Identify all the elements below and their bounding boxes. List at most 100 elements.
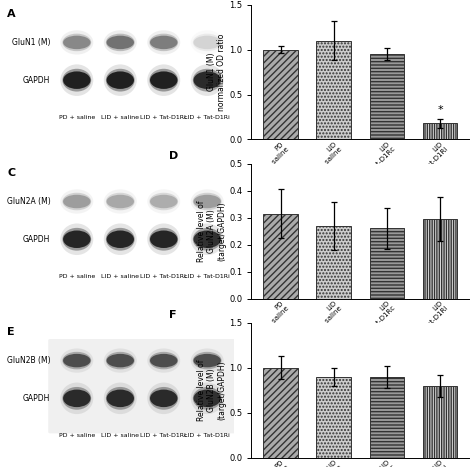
- Text: LID + Tat-D1Rc: LID + Tat-D1Rc: [140, 274, 188, 279]
- Y-axis label: GluN1 (M)
normalized OD ratio: GluN1 (M) normalized OD ratio: [207, 34, 227, 111]
- Ellipse shape: [63, 387, 91, 410]
- Ellipse shape: [193, 195, 221, 208]
- Ellipse shape: [60, 190, 93, 213]
- Text: LID + Tat-D1Ri: LID + Tat-D1Ri: [184, 274, 230, 279]
- Ellipse shape: [63, 193, 91, 210]
- Ellipse shape: [60, 348, 93, 373]
- Text: LID + Tat-D1Rc: LID + Tat-D1Rc: [140, 115, 188, 120]
- Bar: [264, 213, 298, 298]
- Ellipse shape: [107, 354, 134, 368]
- Ellipse shape: [191, 64, 224, 96]
- Ellipse shape: [63, 231, 91, 248]
- Ellipse shape: [63, 35, 91, 49]
- Text: GluN2A (M): GluN2A (M): [7, 197, 51, 206]
- Ellipse shape: [63, 71, 91, 89]
- Text: LID + saline: LID + saline: [101, 115, 139, 120]
- Bar: [423, 123, 457, 140]
- Ellipse shape: [107, 71, 134, 89]
- Bar: [317, 41, 351, 140]
- Ellipse shape: [150, 195, 177, 208]
- Text: LID + saline: LID + saline: [101, 433, 139, 439]
- Ellipse shape: [149, 387, 178, 410]
- Ellipse shape: [193, 354, 221, 368]
- Text: LID + Tat-D1Ri: LID + Tat-D1Ri: [184, 433, 230, 439]
- Ellipse shape: [147, 348, 180, 373]
- Ellipse shape: [60, 224, 93, 255]
- Ellipse shape: [193, 352, 222, 369]
- Ellipse shape: [106, 34, 135, 51]
- Text: PD + saline: PD + saline: [59, 274, 95, 279]
- Ellipse shape: [147, 30, 180, 55]
- Ellipse shape: [193, 34, 222, 51]
- Ellipse shape: [150, 231, 177, 248]
- Ellipse shape: [191, 224, 224, 255]
- Ellipse shape: [193, 69, 222, 92]
- Ellipse shape: [63, 34, 91, 51]
- Text: LID + saline: LID + saline: [101, 274, 139, 279]
- Text: D: D: [169, 151, 178, 161]
- Ellipse shape: [107, 231, 134, 248]
- Ellipse shape: [106, 193, 135, 210]
- Ellipse shape: [147, 190, 180, 213]
- Ellipse shape: [63, 228, 91, 251]
- Bar: [370, 54, 404, 140]
- Y-axis label: Relative level of
GluN2A (M)
(target/GAPDH): Relative level of GluN2A (M) (target/GAP…: [197, 200, 226, 262]
- Ellipse shape: [191, 382, 224, 414]
- Ellipse shape: [106, 228, 135, 251]
- Text: F: F: [169, 310, 176, 320]
- Text: GluN1 (M): GluN1 (M): [12, 38, 51, 47]
- Text: PD + saline: PD + saline: [59, 433, 95, 439]
- Ellipse shape: [149, 69, 178, 92]
- Ellipse shape: [147, 382, 180, 414]
- Ellipse shape: [149, 34, 178, 51]
- Bar: [264, 50, 298, 140]
- Ellipse shape: [191, 30, 224, 55]
- Ellipse shape: [60, 64, 93, 96]
- Text: E: E: [7, 327, 15, 337]
- Text: *: *: [437, 105, 443, 115]
- Ellipse shape: [193, 228, 222, 251]
- Ellipse shape: [191, 348, 224, 373]
- Ellipse shape: [149, 193, 178, 210]
- Ellipse shape: [104, 190, 137, 213]
- Ellipse shape: [63, 195, 91, 208]
- Text: PD + saline: PD + saline: [59, 115, 95, 120]
- Text: GAPDH: GAPDH: [23, 394, 51, 403]
- FancyBboxPatch shape: [48, 339, 236, 433]
- Ellipse shape: [107, 35, 134, 49]
- Ellipse shape: [147, 224, 180, 255]
- Ellipse shape: [147, 64, 180, 96]
- Ellipse shape: [104, 382, 137, 414]
- Ellipse shape: [193, 193, 222, 210]
- Text: LID + Tat-D1Rc: LID + Tat-D1Rc: [140, 433, 188, 439]
- Bar: [423, 219, 457, 298]
- Ellipse shape: [60, 30, 93, 55]
- Ellipse shape: [106, 352, 135, 369]
- Text: A: A: [7, 9, 16, 19]
- Ellipse shape: [193, 35, 221, 49]
- Text: GAPDH: GAPDH: [23, 235, 51, 244]
- Ellipse shape: [150, 35, 177, 49]
- Ellipse shape: [193, 387, 222, 410]
- Bar: [317, 377, 351, 458]
- Ellipse shape: [63, 69, 91, 92]
- Ellipse shape: [150, 71, 177, 89]
- Ellipse shape: [63, 389, 91, 407]
- Bar: [423, 386, 457, 458]
- Text: B: B: [169, 0, 177, 2]
- Text: GAPDH: GAPDH: [23, 76, 51, 85]
- Ellipse shape: [104, 224, 137, 255]
- Ellipse shape: [193, 389, 221, 407]
- Ellipse shape: [63, 354, 91, 368]
- Ellipse shape: [63, 352, 91, 369]
- Ellipse shape: [150, 389, 177, 407]
- Ellipse shape: [60, 382, 93, 414]
- Ellipse shape: [106, 69, 135, 92]
- Ellipse shape: [106, 387, 135, 410]
- Ellipse shape: [149, 228, 178, 251]
- Ellipse shape: [149, 352, 178, 369]
- Ellipse shape: [104, 64, 137, 96]
- Ellipse shape: [193, 231, 221, 248]
- Ellipse shape: [104, 348, 137, 373]
- Bar: [370, 377, 404, 458]
